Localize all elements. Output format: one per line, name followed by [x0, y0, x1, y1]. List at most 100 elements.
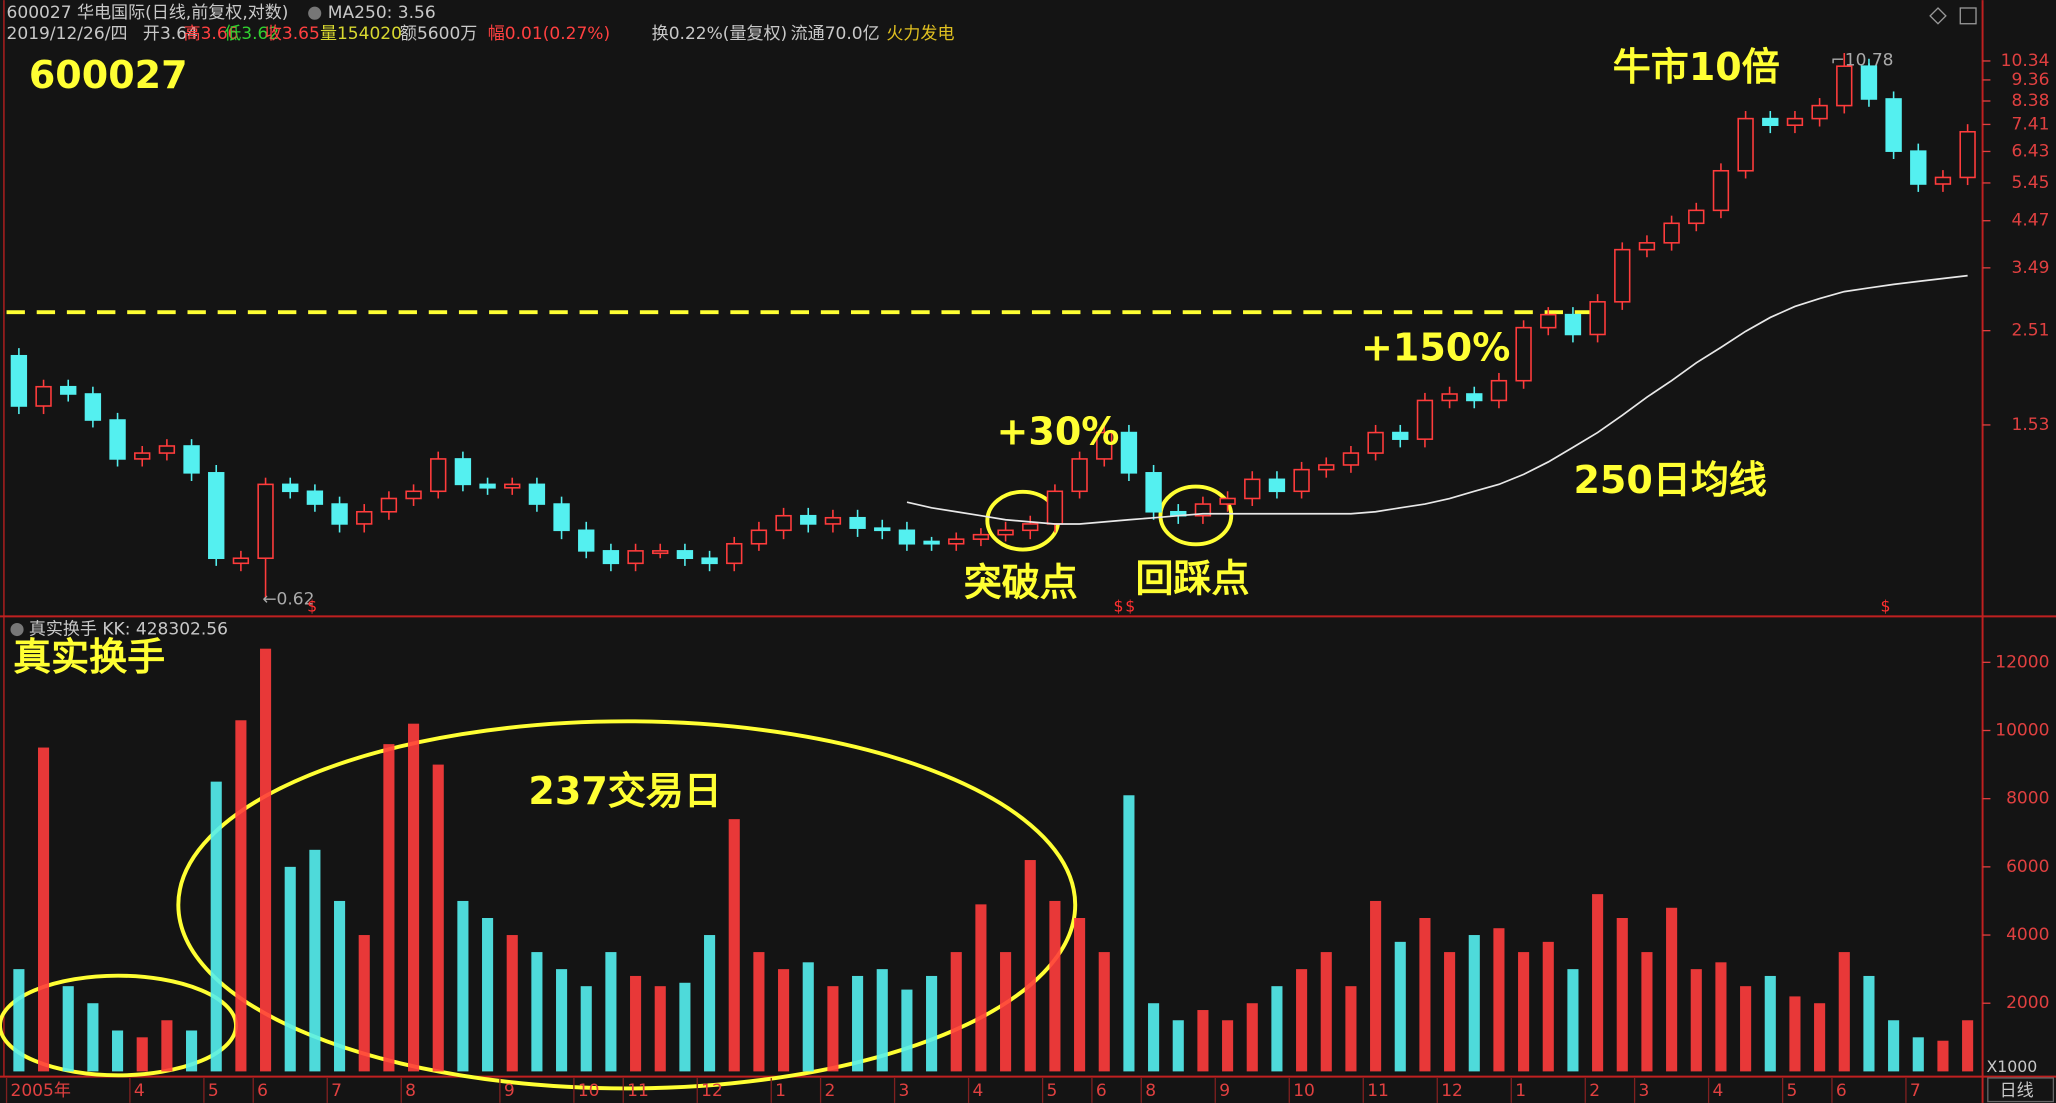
y-tick-label: 8.38	[2012, 91, 2050, 111]
bar	[1394, 941, 1406, 1072]
y-tick-label: 1.53	[2012, 415, 2050, 435]
bar	[728, 819, 740, 1072]
candle-body	[454, 458, 472, 486]
bar	[654, 986, 666, 1072]
candle-body	[1688, 209, 1705, 225]
candle-body	[1293, 468, 1310, 493]
candle-body	[1046, 490, 1064, 525]
bar	[605, 952, 617, 1072]
candle-body	[1737, 117, 1754, 172]
candle-body	[1318, 464, 1335, 471]
candle-body	[1342, 452, 1360, 466]
bar	[1616, 917, 1628, 1072]
x-tick-label: 6	[1836, 1081, 1847, 1101]
candle-body	[578, 529, 595, 552]
candle-body	[1959, 130, 1976, 179]
x-tick-label: 4	[1713, 1081, 1724, 1101]
x-tick-label: 2	[825, 1081, 836, 1101]
icon[interactable]	[1929, 7, 1947, 25]
candle-body	[1490, 379, 1508, 402]
bar	[235, 720, 247, 1072]
y-tick-label: 2.51	[2012, 321, 2050, 341]
candle-body	[1022, 523, 1039, 532]
bar	[975, 904, 987, 1072]
bar	[334, 900, 346, 1072]
signal-mark: $	[1125, 597, 1135, 616]
candle-body	[1638, 242, 1656, 251]
candle-body	[1416, 399, 1434, 440]
bar	[1419, 917, 1431, 1072]
y-tick-label: 6000	[2006, 857, 2049, 877]
y-tick-label: 6.43	[2012, 141, 2050, 161]
bar	[630, 975, 642, 1072]
icon[interactable]	[10, 622, 24, 637]
period-tab[interactable]	[1987, 1077, 2055, 1103]
bar	[1197, 1010, 1209, 1072]
annotation-ellipse	[1158, 484, 1234, 547]
annotation-ellipse	[176, 719, 1078, 1091]
candle-body	[1367, 431, 1384, 454]
candle-body	[1836, 65, 1853, 107]
bar	[1814, 1003, 1826, 1072]
candle-body	[1910, 150, 1927, 185]
bar	[827, 986, 839, 1072]
x-tick-label: 9	[504, 1081, 515, 1101]
signal-mark: $	[1113, 597, 1123, 616]
candle-body	[652, 550, 669, 555]
y-tick-label: 9.36	[2012, 70, 2050, 90]
candle-body	[849, 516, 866, 529]
bar	[901, 989, 913, 1072]
bar	[161, 1020, 173, 1072]
ma-label: 250日均线	[1573, 458, 1766, 502]
x-tick-label: 9	[1219, 1081, 1230, 1101]
candle-body	[800, 514, 817, 525]
candle-body	[208, 472, 225, 560]
icon[interactable]	[1959, 7, 1977, 25]
candle-body	[775, 514, 792, 532]
candle-body	[1120, 431, 1138, 474]
candle-body	[10, 354, 28, 407]
bar	[112, 1030, 124, 1072]
x-tick-label: 2005年	[10, 1081, 70, 1101]
bar	[1838, 952, 1850, 1072]
icon[interactable]	[308, 6, 322, 20]
bar	[38, 747, 50, 1072]
x-tick-label: 5	[1047, 1081, 1058, 1101]
bar	[1641, 952, 1653, 1072]
annotation: 突破点	[964, 560, 1078, 604]
x-tick-label: 5	[208, 1081, 219, 1101]
candle-body	[479, 483, 496, 489]
header-low: 低3.62	[224, 24, 279, 44]
candle-body	[183, 445, 200, 474]
candle-body	[627, 550, 644, 565]
bar	[679, 982, 691, 1072]
bar	[1370, 900, 1382, 1072]
x-tick-label: 7	[1910, 1081, 1921, 1101]
bar	[210, 781, 222, 1072]
bar	[408, 723, 420, 1072]
candle-body	[1515, 326, 1532, 382]
header-change: 幅0.01(0.27%)	[488, 24, 610, 44]
header-industry: 火力发电	[886, 24, 954, 44]
candle-body	[306, 490, 324, 505]
candle-body	[750, 529, 768, 545]
candle-body	[997, 529, 1014, 536]
x-tick-label: 4	[134, 1081, 145, 1101]
bar	[136, 1037, 148, 1072]
bar	[876, 969, 888, 1072]
bar	[1715, 962, 1727, 1072]
candle-body	[923, 540, 940, 545]
y-tick-label: 4000	[2006, 925, 2049, 945]
bar	[260, 648, 272, 1072]
bar	[852, 975, 864, 1072]
bar	[1592, 894, 1604, 1072]
y-tick-label: 12000	[1995, 652, 2049, 672]
y-tick-label: 3.49	[2012, 258, 2050, 278]
x-tick-label: 4	[973, 1081, 984, 1101]
header-amount: 额5600万	[400, 24, 477, 44]
candle-body	[1860, 65, 1878, 100]
candle-body	[84, 393, 102, 421]
header-high: 高3.66	[184, 24, 239, 44]
period-label[interactable]: 日线	[2000, 1081, 2034, 1101]
candle-body	[948, 538, 965, 545]
